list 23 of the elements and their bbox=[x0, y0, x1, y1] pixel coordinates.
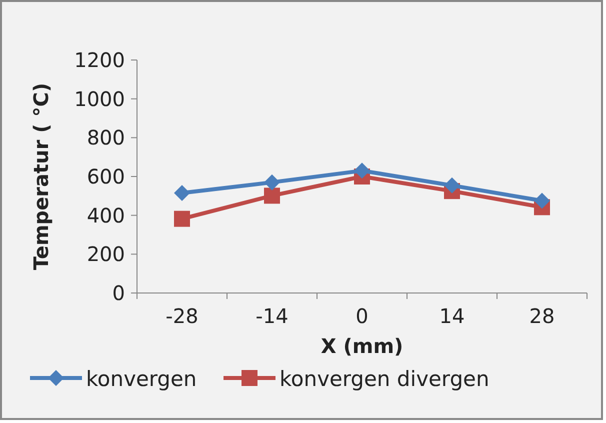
legend-label: konvergen bbox=[86, 367, 197, 391]
y-tick-label: 200 bbox=[86, 242, 125, 266]
x-tick-label: 14 bbox=[439, 304, 465, 328]
point bbox=[174, 210, 190, 227]
x-tick-label: -28 bbox=[166, 304, 198, 328]
y-tick-label: 1000 bbox=[74, 86, 125, 111]
x-tick-label: 28 bbox=[529, 304, 555, 328]
y-axis-title: Temperatur ( °C) bbox=[29, 82, 53, 270]
y-tick-label: 400 bbox=[86, 203, 125, 228]
x-axis-title: X (mm) bbox=[320, 334, 404, 358]
y-tick-label: 800 bbox=[86, 126, 125, 150]
y-tick-label: 0 bbox=[112, 281, 125, 305]
point bbox=[174, 185, 190, 202]
x-tick-label: -14 bbox=[256, 304, 288, 328]
point bbox=[444, 177, 460, 194]
point bbox=[354, 162, 370, 179]
x-tick-label: 0 bbox=[356, 304, 368, 328]
point bbox=[264, 188, 280, 204]
legend-label: konvergen divergen bbox=[280, 367, 490, 391]
y-tick-label: 600 bbox=[86, 164, 125, 188]
point bbox=[264, 174, 280, 190]
y-tick-label: 1200 bbox=[74, 48, 125, 72]
point bbox=[534, 192, 550, 209]
